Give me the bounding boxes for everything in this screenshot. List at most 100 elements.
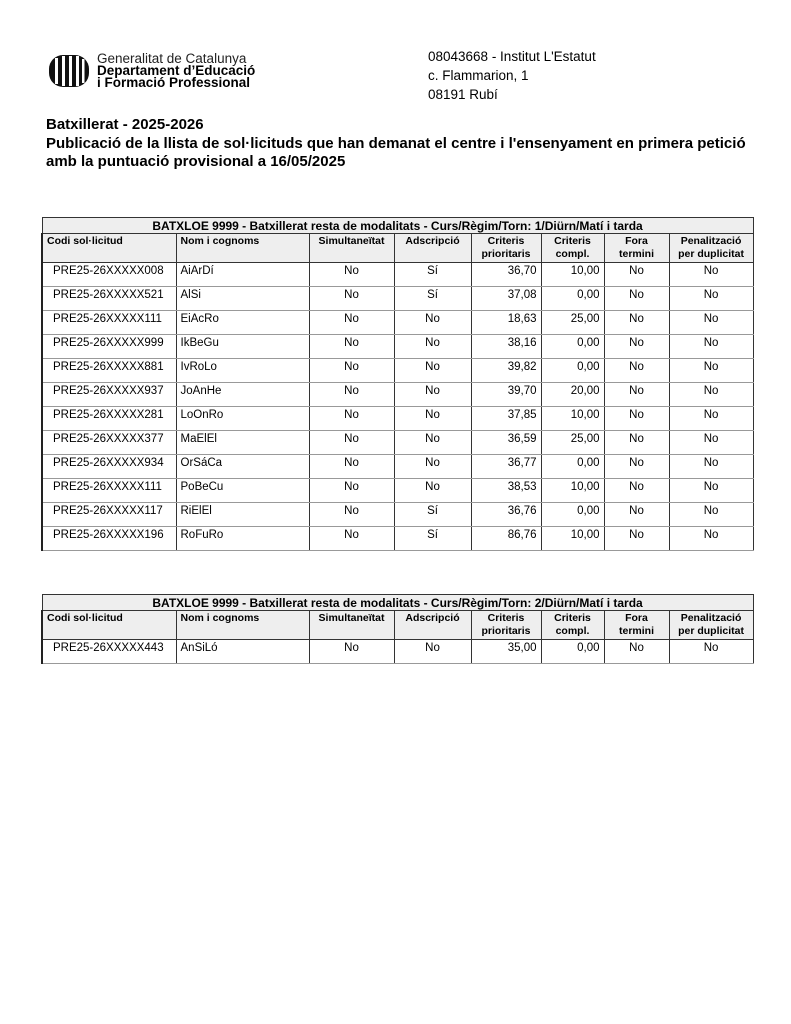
table-cell: IvRoLo (175, 358, 310, 383)
table-cell: PRE25-26XXXXX999 (41, 334, 177, 359)
table-cell: 10,00 (540, 526, 605, 551)
table-cell: 0,00 (540, 502, 605, 527)
column-header: Simultaneïtat (308, 233, 395, 263)
table-cell: No (603, 454, 670, 479)
table-cell: No (308, 334, 395, 359)
table-row: PRE25-26XXXXX377 MaElEl No No 36,59 25,00 No No (41, 430, 754, 455)
table-cell: IkBeGu (175, 334, 310, 359)
table-cell: PRE25-26XXXXX521 (41, 286, 177, 311)
table-cell: 38,16 (470, 334, 542, 359)
table-cell: No (308, 526, 395, 551)
table-cell: PRE25-26XXXXX008 (41, 262, 177, 287)
table-cell: 0,00 (540, 334, 605, 359)
generalitat-logo-icon (49, 55, 89, 87)
table-cell: 0,00 (540, 454, 605, 479)
column-header: Adscripció (393, 233, 472, 263)
table-cell: No (668, 502, 754, 527)
address-line: 08043668 - Institut L'Estatut (428, 49, 596, 64)
table-cell: 10,00 (540, 406, 605, 431)
column-header: Codi sol·licitud (41, 233, 177, 263)
table-cell: Sí (393, 526, 472, 551)
table-cell: No (668, 382, 754, 407)
table-cell: No (603, 502, 670, 527)
table-cell: No (668, 334, 754, 359)
title-line-1: Batxillerat - 2025-2026 (46, 116, 204, 133)
results-table-1: BATXLOE 9999 - Batxillerat resta de moda… (41, 217, 754, 551)
table-cell: 37,08 (470, 286, 542, 311)
table-caption: BATXLOE 9999 - Batxillerat resta de moda… (41, 594, 754, 611)
table-cell: 36,70 (470, 262, 542, 287)
table-cell: No (668, 358, 754, 383)
table-cell: 20,00 (540, 382, 605, 407)
column-header: Nom i cognoms (175, 610, 310, 640)
table-cell: 36,59 (470, 430, 542, 455)
table-cell: No (668, 430, 754, 455)
table-cell: PRE25-26XXXXX934 (41, 454, 177, 479)
table-cell: 0,00 (540, 286, 605, 311)
table-cell: PRE25-26XXXXX377 (41, 430, 177, 455)
table-cell: MaElEl (175, 430, 310, 455)
table-row: PRE25-26XXXXX999 IkBeGu No No 38,16 0,00 No No (41, 334, 754, 359)
table-cell: EiAcRo (175, 310, 310, 335)
table-cell: No (603, 382, 670, 407)
column-header: Penalització per duplicitat (668, 233, 754, 263)
table-cell: No (603, 262, 670, 287)
table-cell: No (308, 310, 395, 335)
table-cell: 25,00 (540, 310, 605, 335)
org-line-1: Generalitat de Catalunya (97, 51, 247, 66)
table-row: PRE25-26XXXXX521 AlSi No Sí 37,08 0,00 No No (41, 286, 754, 311)
org-line-3: i Formació Professional (97, 75, 251, 90)
table-cell: No (308, 262, 395, 287)
table-cell: No (393, 430, 472, 455)
table-row: PRE25-26XXXXX934 OrSáCa No No 36,77 0,00 No No (41, 454, 754, 479)
table-row: PRE25-26XXXXX111 PoBeCu No No 38,53 10,00 No No (41, 478, 754, 503)
table-row: PRE25-26XXXXX443 AnSiLó No No 35,00 0,00 No No (41, 639, 754, 664)
table-cell: No (393, 310, 472, 335)
table-cell: No (603, 526, 670, 551)
table-cell: 37,85 (470, 406, 542, 431)
table-cell: No (308, 478, 395, 503)
table-cell: JoAnHe (175, 382, 310, 407)
address-line: 08191 Rubí (428, 87, 498, 102)
table-cell: 36,76 (470, 502, 542, 527)
document-title: Batxillerat - 2025-2026 Publicació de la… (46, 116, 746, 172)
table-cell: No (668, 286, 754, 311)
table-cell: No (603, 430, 670, 455)
table-cell: PRE25-26XXXXX937 (41, 382, 177, 407)
table-cell: PRE25-26XXXXX281 (41, 406, 177, 431)
table-cell: Sí (393, 286, 472, 311)
table-cell: No (393, 358, 472, 383)
table-cell: 0,00 (540, 358, 605, 383)
table-cell: AnSiLó (175, 639, 310, 664)
table-cell: No (603, 478, 670, 503)
table-cell: No (308, 430, 395, 455)
table-cell: PRE25-26XXXXX196 (41, 526, 177, 551)
table-cell: RiElEl (175, 502, 310, 527)
address-line: c. Flammarion, 1 (428, 68, 529, 83)
column-header: Simultaneïtat (308, 610, 395, 640)
table-cell: 86,76 (470, 526, 542, 551)
table-row: PRE25-26XXXXX881 IvRoLo No No 39,82 0,00 No No (41, 358, 754, 383)
column-header: Criteris prioritaris (470, 233, 542, 263)
table-row: PRE25-26XXXXX937 JoAnHe No No 39,70 20,00 No No (41, 382, 754, 407)
column-header: Codi sol·licitud (41, 610, 177, 640)
table-cell: No (308, 286, 395, 311)
organization-name: Generalitat de Catalunya Departament d’E… (97, 51, 255, 90)
table-cell: 39,82 (470, 358, 542, 383)
table-cell: OrSáCa (175, 454, 310, 479)
table-cell: PRE25-26XXXXX443 (41, 639, 177, 664)
table-cell: AlSi (175, 286, 310, 311)
column-header: Nom i cognoms (175, 233, 310, 263)
column-header: Criteris prioritaris (470, 610, 542, 640)
column-header: Penalització per duplicitat (668, 610, 754, 640)
table-cell: 39,70 (470, 382, 542, 407)
table-cell: PRE25-26XXXXX881 (41, 358, 177, 383)
table-cell: Sí (393, 502, 472, 527)
table-row: PRE25-26XXXXX111 EiAcRo No No 18,63 25,00 No No (41, 310, 754, 335)
table-cell: 10,00 (540, 478, 605, 503)
table-cell: No (308, 406, 395, 431)
column-header: Adscripció (393, 610, 472, 640)
table-cell: No (668, 478, 754, 503)
column-header: Fora termini (603, 233, 670, 263)
table-cell: Sí (393, 262, 472, 287)
